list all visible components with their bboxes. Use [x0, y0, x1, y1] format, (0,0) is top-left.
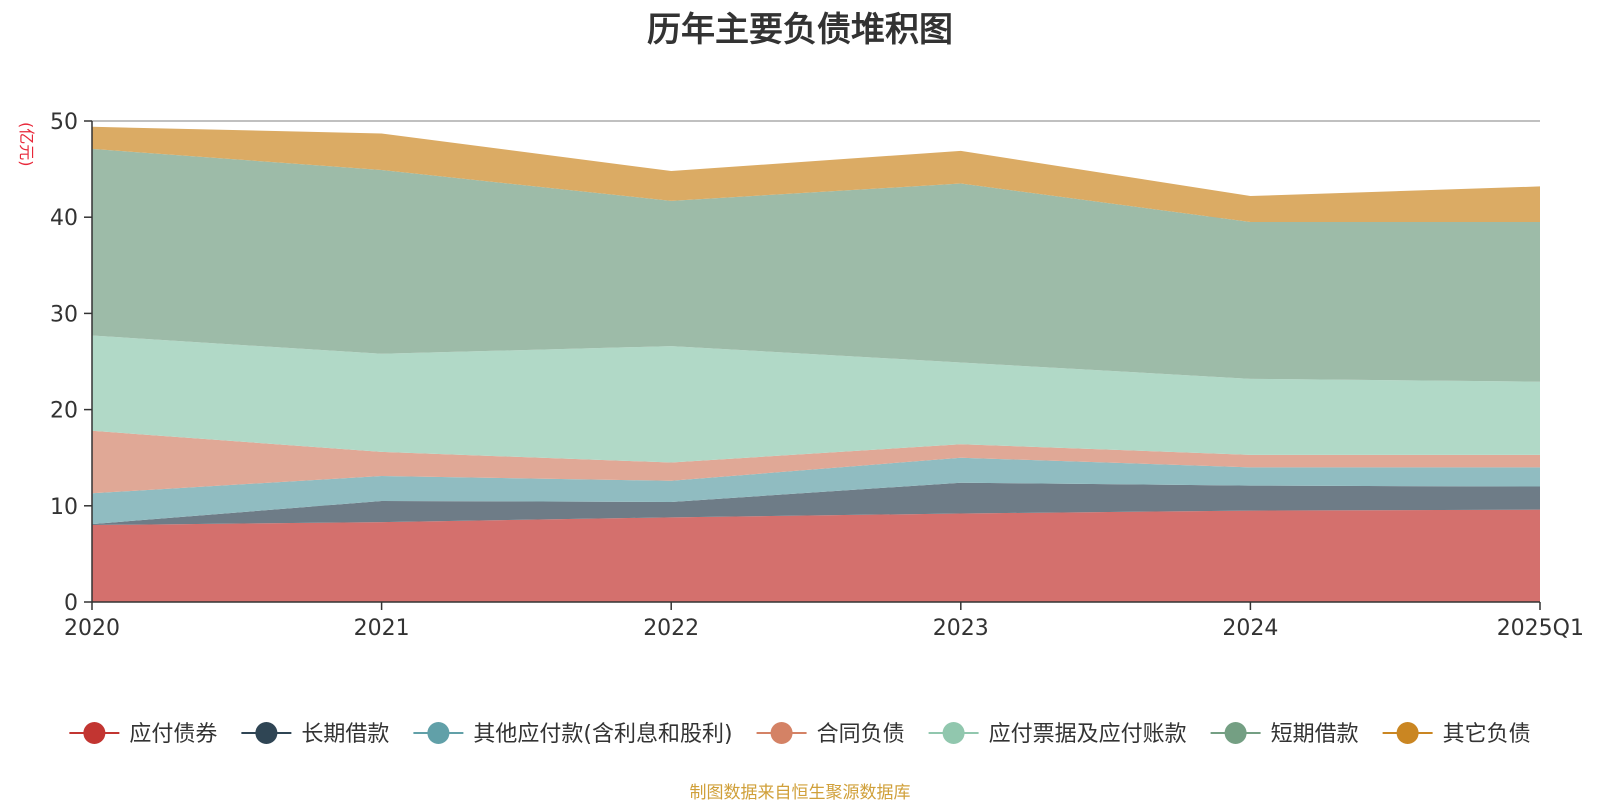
y-tick-label: 30 [50, 302, 78, 327]
area-series-1[interactable] [92, 509, 1540, 602]
area-series-5[interactable] [92, 335, 1540, 463]
y-tick-label: 40 [50, 206, 78, 231]
x-tick-label: 2020 [64, 616, 120, 641]
legend-label: 长期借款 [301, 722, 389, 747]
legend-label: 短期借款 [1271, 722, 1359, 747]
x-tick-label: 2025Q1 [1497, 616, 1584, 641]
x-tick-label: 2024 [1222, 616, 1278, 641]
area-series-6[interactable] [92, 148, 1540, 382]
legend-item-5[interactable]: 应付票据及应付账款 [928, 722, 1187, 747]
source-note: 制图数据来自恒生聚源数据库 [689, 783, 911, 803]
legend-item-4[interactable]: 合同负债 [756, 722, 905, 747]
x-tick-label: 2021 [354, 616, 410, 641]
legend-marker [427, 722, 450, 744]
legend-marker [83, 722, 106, 744]
legend-marker [1224, 722, 1247, 744]
legend-label: 应付票据及应付账款 [989, 722, 1187, 747]
legend-label: 合同负债 [817, 722, 905, 747]
area-series-7[interactable] [92, 126, 1540, 223]
legend-item-2[interactable]: 长期借款 [241, 722, 389, 747]
legend-marker [770, 722, 793, 744]
area-series-4[interactable] [92, 430, 1540, 494]
y-tick-label: 0 [64, 591, 78, 616]
legend-marker [942, 722, 965, 744]
x-tick-label: 2022 [643, 616, 699, 641]
legend-marker [1396, 722, 1419, 744]
y-tick-label: 20 [50, 399, 78, 424]
legend-item-3[interactable]: 其他应付款(含利息和股利) [413, 722, 733, 747]
x-tick-label: 2023 [933, 616, 989, 641]
area-series [92, 126, 1540, 602]
area-series-2[interactable] [92, 482, 1540, 526]
legend-item-6[interactable]: 短期借款 [1210, 722, 1359, 747]
legend-item-7[interactable]: 其它负债 [1382, 722, 1531, 747]
legend-label: 其它负债 [1443, 722, 1531, 747]
chart-title: 历年主要负债堆积图 [647, 10, 953, 50]
area-series-3[interactable] [92, 457, 1540, 525]
legend-item-1[interactable]: 应付债券 [69, 722, 217, 747]
legend-marker [255, 722, 278, 744]
y-tick-label: 10 [50, 495, 78, 520]
axes: 0 10 20 30 40 50 2020 2021 2022 2023 2024 2025Q1 [50, 110, 1584, 641]
y-tick-label: 50 [50, 110, 78, 135]
legend-label: 应付债券 [129, 722, 217, 747]
legend-label: 其他应付款(含利息和股利) [473, 722, 732, 747]
legend[interactable]: 应付债券 长期借款 其他应付款(含利息和股利) 合同负债 应付票据及应付账款 短期借款 其它… [69, 722, 1531, 747]
